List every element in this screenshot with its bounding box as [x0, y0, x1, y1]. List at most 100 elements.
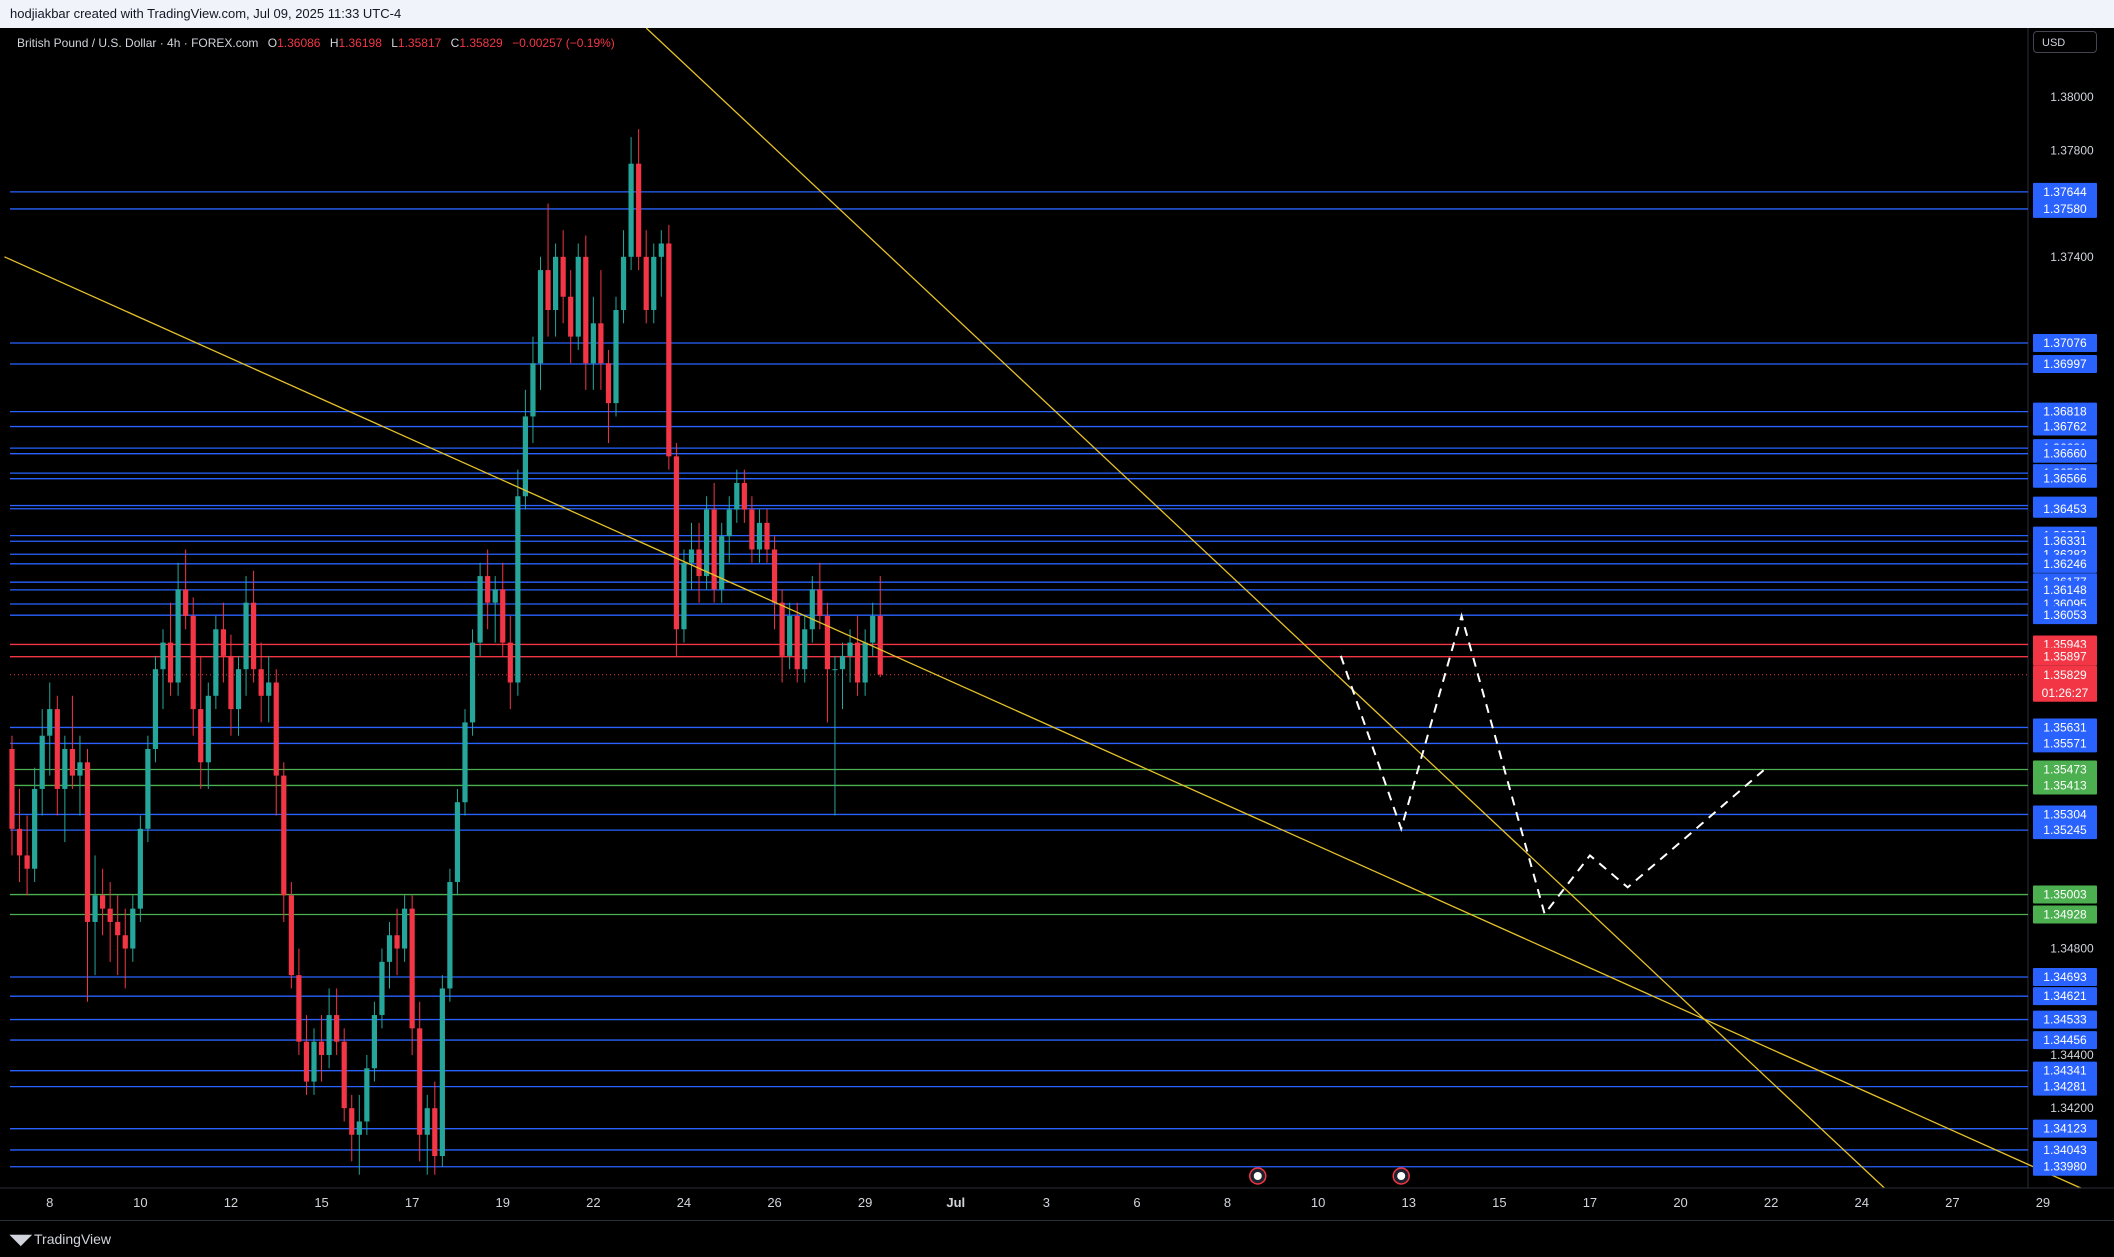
footer-bar: ◥◤ TradingView [0, 1220, 2114, 1257]
candle-body [756, 522, 763, 550]
price-tag: 1.34123 [2033, 1119, 2097, 1138]
price-tag: 1.34693 [2033, 968, 2097, 987]
y-tick-label: 1.38000 [2050, 90, 2094, 104]
candle-body [651, 256, 657, 311]
change-value: −0.00257 (−0.19%) [512, 36, 615, 50]
currency-button[interactable]: USD [2033, 31, 2097, 53]
candle-body [432, 1108, 438, 1157]
candle-body [749, 509, 755, 550]
candle-body [424, 1108, 430, 1135]
price-tag-value: 1.34533 [2043, 1013, 2087, 1027]
candle-body [764, 522, 770, 550]
candle-body [379, 961, 385, 1016]
price-tag-value: 1.35829 [2043, 668, 2087, 682]
candle-body [243, 602, 249, 670]
candle-body [734, 482, 740, 510]
x-tick-label: 17 [405, 1195, 419, 1210]
candle-body [787, 615, 793, 656]
candle-body [24, 855, 30, 869]
price-tag: 1.37580 [2033, 199, 2097, 218]
low-label: L [391, 36, 398, 50]
price-tag-value: 1.35245 [2043, 823, 2087, 837]
price-tag: 1.35897 [2033, 647, 2097, 666]
price-tag: 1.33980 [2033, 1157, 2097, 1176]
price-tag-value: 1.34281 [2043, 1080, 2087, 1094]
price-tag-bg [2033, 1061, 2097, 1080]
candle-body [447, 882, 453, 989]
candle-body [771, 549, 778, 603]
price-tag-value: 1.34043 [2043, 1143, 2087, 1157]
x-tick-label: 10 [133, 1195, 147, 1210]
x-tick-label: 13 [1402, 1195, 1416, 1210]
candle-body [130, 908, 136, 949]
candle-body [273, 682, 279, 776]
price-tag-value: 1.35473 [2043, 762, 2087, 776]
open-value: 1.36086 [277, 36, 321, 50]
low-value: 1.35817 [397, 36, 442, 50]
price-tag-value: 1.36053 [2043, 608, 2087, 622]
candle-body [409, 908, 415, 1029]
candle-body [545, 270, 551, 311]
candle-body [311, 1041, 317, 1082]
candle-body [507, 642, 513, 683]
candle-body [658, 243, 664, 257]
candle-body [620, 256, 627, 311]
candle-body [855, 642, 861, 683]
price-tag-bg [2033, 606, 2097, 625]
candle-body [500, 589, 506, 643]
candle-body [152, 669, 159, 750]
candle-body [590, 323, 596, 364]
price-chart[interactable]: 1.38000 1.37800 1.37400 1.34800 1.34400 1.342… [0, 27, 2114, 1220]
candle-body [809, 589, 815, 630]
candle-body [530, 363, 536, 417]
price-tag-value: 1.34341 [2043, 1064, 2087, 1078]
price-tag-value: 1.35631 [2043, 720, 2087, 734]
price-tag-value: 1.34928 [2043, 907, 2087, 921]
x-tick-label: 10 [1311, 1195, 1325, 1210]
candle-body [862, 642, 868, 683]
candle-body [84, 762, 91, 922]
y-tick-label: 1.34200 [2050, 1101, 2094, 1115]
candle-body [190, 615, 196, 710]
x-tick-label: 20 [1673, 1195, 1687, 1210]
candle-body [469, 642, 476, 723]
uk-flag-icon [1392, 1167, 1410, 1185]
candle-body [371, 1015, 377, 1069]
price-tag-value: 1.37644 [2043, 185, 2087, 199]
candle-body [220, 629, 226, 656]
candle-body [636, 163, 642, 257]
price-tag-value: 1.37076 [2043, 336, 2087, 350]
price-tag-bg [2033, 1010, 2097, 1029]
symbol-title[interactable]: British Pound / U.S. Dollar · 4h · FOREX… [17, 36, 259, 50]
price-tag: 1.35473 [2033, 760, 2097, 779]
price-tag-bg [2033, 355, 2097, 374]
candle-body [439, 988, 445, 1157]
candle-body [568, 296, 574, 337]
x-tick-label: 17 [1583, 1195, 1597, 1210]
candle-body [69, 749, 75, 776]
candle-body [122, 935, 128, 949]
candle-body [334, 1015, 340, 1042]
x-tick-label: 29 [858, 1195, 872, 1210]
price-tag: 1.35003 [2033, 885, 2097, 904]
x-tick-label: 27 [1945, 1195, 1959, 1210]
candle-body [145, 749, 151, 829]
price-tag-value: 1.36818 [2043, 405, 2087, 419]
x-tick-label: 15 [314, 1195, 328, 1210]
price-tag: 1.36818 [2033, 402, 2097, 421]
candle-body [394, 935, 400, 949]
countdown-value: 01:26:27 [2042, 686, 2089, 700]
brand-name[interactable]: TradingView [34, 1231, 112, 1247]
tradingview-logo-icon[interactable]: ◥◤ [10, 1231, 32, 1247]
candle-body [92, 895, 98, 922]
candle-body [402, 908, 408, 949]
candle-body [492, 589, 498, 603]
high-label: H [329, 36, 339, 50]
price-tag-value: 1.34693 [2043, 970, 2087, 984]
price-tag-value: 1.35897 [2043, 650, 2087, 664]
price-tag-bg [2033, 469, 2097, 488]
chart-canvas[interactable]: 1.38000 1.37800 1.37400 1.34800 1.34400 1.342… [0, 27, 2114, 1220]
price-tag-value: 1.35413 [2043, 778, 2087, 792]
price-tag: 1.36660 [2033, 444, 2097, 463]
price-tag-value: 1.36566 [2043, 472, 2087, 486]
